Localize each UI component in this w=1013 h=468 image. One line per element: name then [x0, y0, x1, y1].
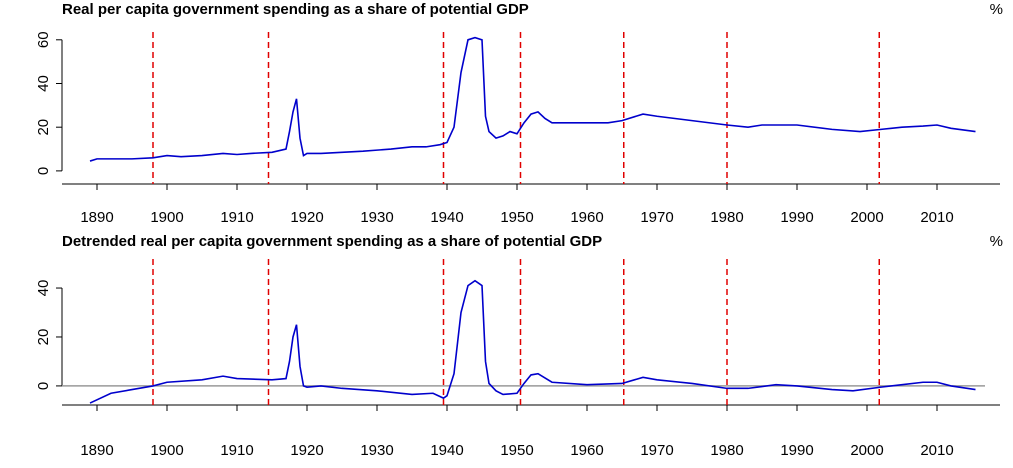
x-tick-label: 1980 [710, 209, 743, 226]
chart-title: Real per capita government spending as a… [62, 1, 529, 18]
y-tick-label: 20 [35, 329, 52, 346]
x-tick-label: 1890 [80, 442, 113, 459]
x-tick-label: 1990 [780, 209, 813, 226]
x-tick-label: 2000 [850, 209, 883, 226]
y-tick-label: 40 [35, 75, 52, 92]
x-tick-label: 1910 [220, 442, 253, 459]
x-tick-label: 1980 [710, 442, 743, 459]
series-line [89, 36, 976, 162]
x-tick-label: 1930 [360, 209, 393, 226]
x-tick-label: 1970 [640, 209, 673, 226]
x-tick-label: 1920 [290, 209, 323, 226]
x-tick-label: 1950 [500, 442, 533, 459]
x-tick-label: 1990 [780, 442, 813, 459]
y-tick-label: 20 [35, 119, 52, 136]
x-tick-label: 1920 [290, 442, 323, 459]
y-tick-label: 0 [35, 167, 52, 175]
x-tick-label: 1910 [220, 209, 253, 226]
x-tick-label: 1940 [430, 442, 463, 459]
unit-label: % [990, 1, 1003, 18]
unit-label: % [990, 233, 1003, 250]
x-tick-label: 1950 [500, 209, 533, 226]
x-tick-label: 1900 [150, 209, 183, 226]
y-tick-label: 60 [35, 31, 52, 48]
y-tick-label: 0 [35, 382, 52, 390]
x-tick-label: 1960 [570, 209, 603, 226]
x-tick-label: 1900 [150, 442, 183, 459]
x-tick-label: 1890 [80, 209, 113, 226]
x-tick-label: 1960 [570, 442, 603, 459]
chart-title: Detrended real per capita government spe… [62, 233, 602, 250]
y-tick-label: 40 [35, 280, 52, 297]
x-tick-label: 2010 [920, 209, 953, 226]
series-line [89, 279, 976, 404]
x-tick-label: 2000 [850, 442, 883, 459]
x-tick-label: 1970 [640, 442, 673, 459]
x-tick-label: 2010 [920, 442, 953, 459]
x-tick-label: 1930 [360, 442, 393, 459]
x-tick-label: 1940 [430, 209, 463, 226]
